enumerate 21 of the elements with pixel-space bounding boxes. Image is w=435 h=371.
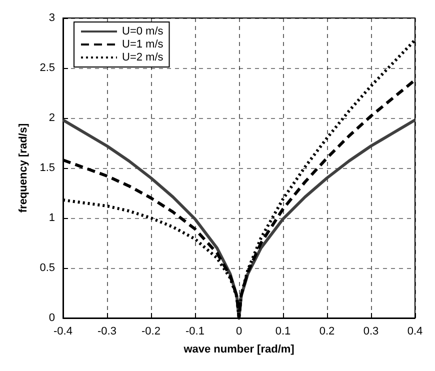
y-axis-title: frequency [rad/s] bbox=[17, 123, 30, 213]
y-tick-label: 1.5 bbox=[40, 162, 55, 174]
y-tick-label: 2 bbox=[48, 112, 55, 124]
legend-label: U=0 m/s bbox=[122, 26, 164, 38]
y-tick-label: 0.5 bbox=[40, 262, 55, 274]
x-tick-label: 0.2 bbox=[319, 326, 335, 338]
x-tick-label: 0.1 bbox=[275, 326, 291, 338]
x-tick-label: -0.2 bbox=[142, 326, 160, 338]
y-tick-label: 3 bbox=[48, 12, 55, 24]
legend-label: U=2 m/s bbox=[122, 52, 164, 64]
x-tick-label: -0.3 bbox=[98, 326, 116, 338]
x-tick-label: -0.4 bbox=[54, 326, 72, 338]
legend-label: U=1 m/s bbox=[122, 38, 164, 50]
x-tick-label: -0.1 bbox=[186, 326, 204, 338]
y-tick-label: 1 bbox=[48, 212, 55, 224]
x-tick-label: 0 bbox=[236, 326, 242, 338]
x-tick-label: 0.3 bbox=[363, 326, 379, 338]
x-axis-title: wave number [rad/m] bbox=[182, 344, 295, 356]
x-tick-label: 0.4 bbox=[407, 326, 423, 338]
y-tick-label: 0 bbox=[48, 312, 55, 324]
y-tick-label: 2.5 bbox=[40, 62, 55, 74]
